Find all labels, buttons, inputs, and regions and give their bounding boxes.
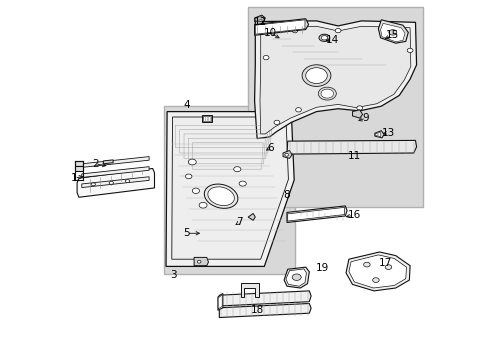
Ellipse shape xyxy=(363,262,369,267)
Ellipse shape xyxy=(372,278,378,282)
Polygon shape xyxy=(103,160,113,164)
Polygon shape xyxy=(203,116,211,121)
Text: 8: 8 xyxy=(283,190,290,200)
Ellipse shape xyxy=(385,265,391,269)
Polygon shape xyxy=(254,21,416,139)
Ellipse shape xyxy=(378,27,384,31)
Polygon shape xyxy=(247,213,255,220)
Polygon shape xyxy=(375,132,380,137)
Polygon shape xyxy=(254,15,265,22)
Polygon shape xyxy=(255,20,305,34)
Ellipse shape xyxy=(197,260,201,263)
Polygon shape xyxy=(348,255,406,288)
Polygon shape xyxy=(218,293,223,310)
Ellipse shape xyxy=(188,159,196,165)
Ellipse shape xyxy=(291,28,297,33)
Ellipse shape xyxy=(284,153,288,156)
Ellipse shape xyxy=(388,30,396,35)
Polygon shape xyxy=(81,177,149,188)
Ellipse shape xyxy=(192,188,199,194)
Polygon shape xyxy=(374,131,384,138)
Polygon shape xyxy=(202,115,212,122)
Polygon shape xyxy=(81,167,149,177)
Bar xyxy=(247,7,422,207)
Ellipse shape xyxy=(318,87,336,100)
Ellipse shape xyxy=(318,34,329,41)
Ellipse shape xyxy=(207,187,234,206)
Polygon shape xyxy=(81,157,149,167)
Polygon shape xyxy=(218,295,222,309)
Ellipse shape xyxy=(263,55,268,60)
Ellipse shape xyxy=(320,89,333,98)
Polygon shape xyxy=(285,269,306,286)
Polygon shape xyxy=(283,150,291,158)
Text: 14: 14 xyxy=(325,35,339,45)
Ellipse shape xyxy=(125,180,129,183)
Polygon shape xyxy=(284,267,309,288)
Text: 12: 12 xyxy=(253,17,266,27)
Ellipse shape xyxy=(321,36,327,40)
Polygon shape xyxy=(378,20,407,43)
Polygon shape xyxy=(219,291,310,306)
Ellipse shape xyxy=(233,167,241,172)
Text: 11: 11 xyxy=(347,150,361,161)
Ellipse shape xyxy=(302,65,330,86)
Ellipse shape xyxy=(407,48,412,53)
Polygon shape xyxy=(166,112,294,266)
Text: 6: 6 xyxy=(266,143,273,153)
Polygon shape xyxy=(75,161,83,166)
Bar xyxy=(163,106,294,274)
Polygon shape xyxy=(286,206,346,222)
Ellipse shape xyxy=(356,106,362,110)
Polygon shape xyxy=(346,252,409,291)
Polygon shape xyxy=(171,117,288,259)
Polygon shape xyxy=(287,207,344,221)
Ellipse shape xyxy=(295,108,301,112)
Polygon shape xyxy=(255,16,264,21)
Ellipse shape xyxy=(292,274,301,280)
Text: 3: 3 xyxy=(169,270,176,280)
Polygon shape xyxy=(352,110,362,118)
Text: 4: 4 xyxy=(183,100,190,110)
Ellipse shape xyxy=(185,174,192,179)
Text: 15: 15 xyxy=(385,30,398,40)
Polygon shape xyxy=(241,283,258,297)
Polygon shape xyxy=(219,303,310,318)
Text: 19: 19 xyxy=(315,263,328,273)
Text: 1: 1 xyxy=(71,173,78,183)
Ellipse shape xyxy=(91,183,95,186)
Ellipse shape xyxy=(109,181,113,184)
Text: 13: 13 xyxy=(382,128,395,138)
Text: 10: 10 xyxy=(264,28,276,38)
Polygon shape xyxy=(380,23,404,42)
Polygon shape xyxy=(254,19,308,35)
Text: 7: 7 xyxy=(235,217,242,228)
Text: 17: 17 xyxy=(378,258,391,268)
Text: 18: 18 xyxy=(250,305,263,315)
Polygon shape xyxy=(260,26,410,134)
Text: 9: 9 xyxy=(362,113,369,123)
Ellipse shape xyxy=(239,181,246,186)
Ellipse shape xyxy=(335,28,340,33)
Ellipse shape xyxy=(204,184,237,208)
Polygon shape xyxy=(77,168,154,197)
Ellipse shape xyxy=(305,68,326,84)
Text: 2: 2 xyxy=(92,159,98,169)
Polygon shape xyxy=(194,257,208,266)
Ellipse shape xyxy=(273,120,279,125)
Text: 16: 16 xyxy=(346,210,360,220)
Text: 5: 5 xyxy=(183,228,190,238)
Polygon shape xyxy=(75,166,83,171)
Ellipse shape xyxy=(199,202,206,208)
Polygon shape xyxy=(286,140,416,154)
